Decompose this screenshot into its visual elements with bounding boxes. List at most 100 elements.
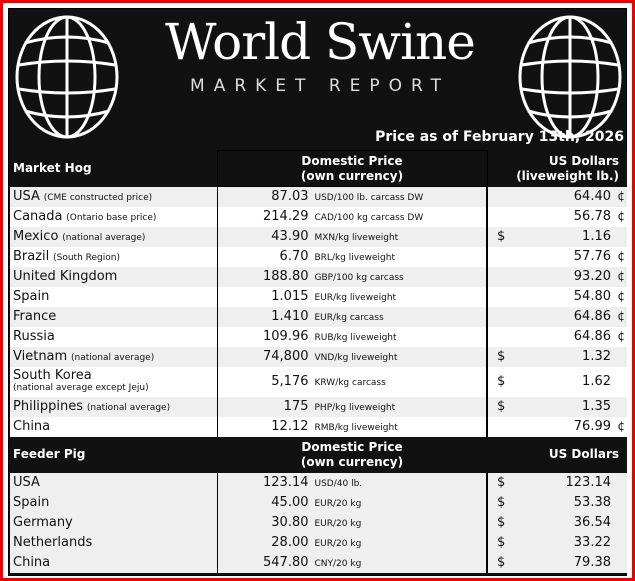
usd-price: 1.62 [582, 374, 611, 389]
price-unit: USD/100 lb. carcass DW [314, 193, 424, 204]
table-row: USA (CME constructed price) 87.03 USD/100 … [10, 186, 627, 207]
usd-price-cell: 64.86 ¢ [487, 306, 627, 327]
country-name: China [13, 555, 51, 570]
table-row: China 12.12 RMB/kg liveweight 76.99 ¢ [10, 416, 627, 437]
usd-price-cell: $1.16 [487, 226, 627, 247]
country-cell: United Kingdom [10, 266, 218, 287]
usd-price: 1.16 [582, 229, 611, 244]
country-cell: Netherlands [10, 532, 218, 553]
table-row: Mexico (national average) 43.90 MXN/kg liv… [10, 226, 627, 247]
country-name: Netherlands [13, 535, 93, 550]
dollar-sign: $ [497, 229, 506, 244]
price-unit: USD/40 lb. [314, 479, 363, 489]
dollar-sign: $ [497, 495, 506, 510]
section-label: Market Hog [10, 150, 217, 187]
table-row: Russia 109.96 RUB/kg liveweight 64.86 ¢ [10, 326, 627, 347]
domestic-price-cell: 30.80 EUR/20 kg [217, 512, 488, 533]
domestic-price-cell: 1.015 EUR/kg liveweight [217, 286, 488, 307]
domestic-price: 87.03 [271, 189, 309, 205]
usd-price-cell: 54.80 ¢ [487, 286, 627, 307]
domestic-price: 12.12 [271, 419, 309, 434]
country-cell: Philippines (national average) [10, 396, 218, 417]
price-unit: PHP/kg liveweight [314, 403, 396, 413]
domestic-price: 188.80 [263, 269, 309, 284]
header-line: (liveweight lb.) [516, 168, 619, 183]
country-cell: Germany [10, 512, 218, 533]
price-unit: EUR/20 kg [314, 519, 362, 529]
domestic-price: 109.96 [263, 329, 309, 344]
domestic-header: Domestic Price (own currency) [216, 150, 488, 187]
header-line: (own currency) [300, 168, 404, 183]
market-hog-header: Market Hog Domestic Price (own currency) … [10, 150, 627, 187]
usd-price: 64.86 [573, 329, 611, 344]
country-cell: China [10, 552, 218, 573]
table-row: USA 123.14 USD/40 lb. $123.14 [10, 472, 627, 493]
usd-price-cell: $79.38 [487, 552, 627, 573]
usd-price: 1.35 [582, 399, 611, 414]
price-unit: EUR/kg carcass [314, 313, 384, 323]
country-cell: Spain [10, 286, 218, 307]
usd-price: 53.38 [573, 495, 611, 510]
country-name: South Korea [13, 367, 92, 383]
cent-sign: ¢ [617, 269, 625, 283]
usd-price-cell: $1.32 [487, 346, 627, 367]
table-row: Vietnam (national average) 74,800 VND/kg l… [10, 346, 627, 367]
usd-price: 76.99 [573, 419, 611, 434]
usd-price: 36.54 [573, 515, 611, 530]
country-cell: Mexico (national average) [10, 226, 218, 247]
dollar-sign: $ [497, 535, 506, 550]
usd-price: 57.76 [573, 249, 611, 264]
dollar-sign: $ [497, 399, 506, 414]
usd-price: 1.32 [582, 349, 611, 364]
domestic-price-cell: 43.90 MXN/kg liveweight [217, 226, 488, 247]
usd-price-cell: $1.35 [487, 396, 627, 417]
domestic-price-cell: 6.70 BRL/kg liveweight [217, 246, 488, 267]
table-row: Netherlands 28.00 EUR/20 kg $33.22 [10, 532, 627, 553]
header-line: Domestic Price [301, 439, 403, 454]
country-name: Mexico [13, 229, 59, 244]
country-note: (national average) [62, 233, 146, 243]
country-note: (Ontario base price) [66, 213, 157, 223]
price-unit: BRL/kg liveweight [314, 253, 395, 263]
usd-price-cell: 76.99 ¢ [487, 416, 627, 437]
price-unit: CAD/100 kg carcass DW [314, 213, 424, 223]
country-name: China [13, 419, 51, 434]
table-row: Philippines (national average) 175 PHP/kg … [10, 396, 627, 417]
dollar-sign: $ [497, 515, 506, 530]
cent-sign: ¢ [617, 289, 625, 303]
cent-sign: ¢ [617, 309, 625, 323]
header-line: (own currency) [300, 454, 404, 469]
country-note: (national average) [71, 353, 155, 363]
country-cell: Canada (Ontario base price) [10, 206, 218, 227]
domestic-price-cell: 28.00 EUR/20 kg [217, 532, 488, 553]
usd-price-cell: 57.76 ¢ [487, 246, 627, 267]
country-cell: Vietnam (national average) [10, 346, 218, 367]
price-unit: EUR/20 kg [314, 499, 362, 509]
cent-sign: ¢ [617, 329, 625, 343]
country-cell: France [10, 306, 218, 327]
country-cell: South Korea (national average except Jeju… [10, 366, 218, 397]
domestic-price-cell: 123.14 USD/40 lb. [217, 472, 488, 493]
usd-price-cell: 64.86 ¢ [487, 326, 627, 347]
domestic-header: Domestic Price (own currency) [217, 436, 487, 473]
domestic-price: 5,176 [271, 374, 309, 389]
usd-price-cell: $53.38 [487, 492, 627, 513]
country-cell: Spain [10, 492, 218, 513]
price-unit: EUR/20 kg [314, 539, 362, 549]
domestic-price-cell: 188.80 GBP/100 kg carcass [217, 266, 488, 287]
country-name: Spain [13, 289, 50, 304]
table-row: France 1.410 EUR/kg carcass 64.86 ¢ [10, 306, 627, 327]
price-unit: CNY/20 kg [314, 559, 362, 569]
usd-header: US Dollars [487, 436, 627, 473]
table-row: Spain 1.015 EUR/kg liveweight 54.80 ¢ [10, 286, 627, 307]
table-row: South Korea (national average except Jeju… [10, 366, 627, 397]
domestic-price-cell: 74,800 VND/kg liveweight [217, 346, 488, 367]
country-note: (CME constructed price) [43, 193, 153, 203]
price-unit: GBP/100 kg carcass [314, 273, 404, 283]
domestic-price: 30.80 [271, 515, 309, 530]
country-cell: USA (CME constructed price) [10, 186, 218, 207]
usd-price: 54.80 [573, 289, 611, 304]
country-name: USA [13, 475, 40, 490]
country-name: Vietnam [13, 349, 68, 364]
price-date: Price as of February 13th, 2026 [375, 129, 624, 145]
